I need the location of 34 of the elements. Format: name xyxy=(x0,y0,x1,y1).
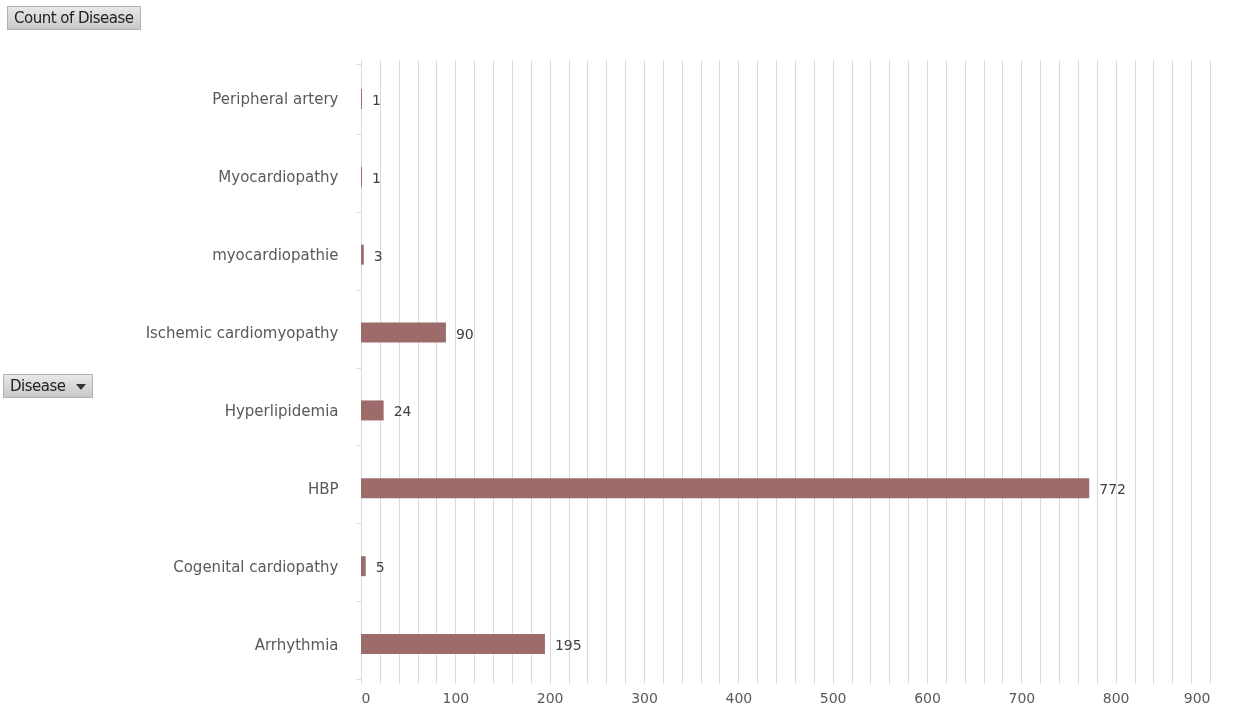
x-tick-label: 400 xyxy=(725,689,753,706)
text: Count of Disease xyxy=(7,6,141,30)
bar xyxy=(361,322,446,343)
bar xyxy=(361,478,1090,499)
x-tick-label: 300 xyxy=(631,689,658,706)
data-label: 24 xyxy=(393,403,412,420)
data-label: 90 xyxy=(455,325,474,342)
x-tick-label: 600 xyxy=(914,689,941,706)
y-tick-label: Arrhythmia xyxy=(254,635,339,654)
x-tick-label: 0 xyxy=(361,689,371,706)
y-tick-label: Hyperlipidemia xyxy=(224,401,339,420)
x-tick-label: 800 xyxy=(1102,689,1130,706)
text: Disease xyxy=(10,377,66,395)
y-tick-label: Peripheral artery xyxy=(212,90,339,109)
data-label: 5 xyxy=(375,559,385,576)
bar xyxy=(361,556,366,577)
data-label: 1 xyxy=(371,169,381,186)
data-label: 1 xyxy=(371,91,381,108)
data-label: 195 xyxy=(554,637,582,654)
x-tick-label: 200 xyxy=(536,689,564,706)
x-tick-label: 900 xyxy=(1183,689,1211,706)
bar xyxy=(361,634,545,655)
y-tick-label: myocardiopathie xyxy=(212,246,339,265)
data-label: 3 xyxy=(373,247,383,264)
x-tick-label: 700 xyxy=(1008,689,1036,706)
x-tick-label: 100 xyxy=(442,689,470,706)
bar xyxy=(361,244,364,265)
y-tick-label: Myocardiopathy xyxy=(218,168,339,187)
y-tick-label: Ischemic cardiomyopathy xyxy=(145,324,339,343)
bar xyxy=(361,400,384,421)
y-tick-label: HBP xyxy=(307,479,339,498)
x-tick-label: 500 xyxy=(819,689,847,706)
y-tick-label: Cogenital cardiopathy xyxy=(173,557,339,576)
data-label: 772 xyxy=(1099,481,1126,498)
